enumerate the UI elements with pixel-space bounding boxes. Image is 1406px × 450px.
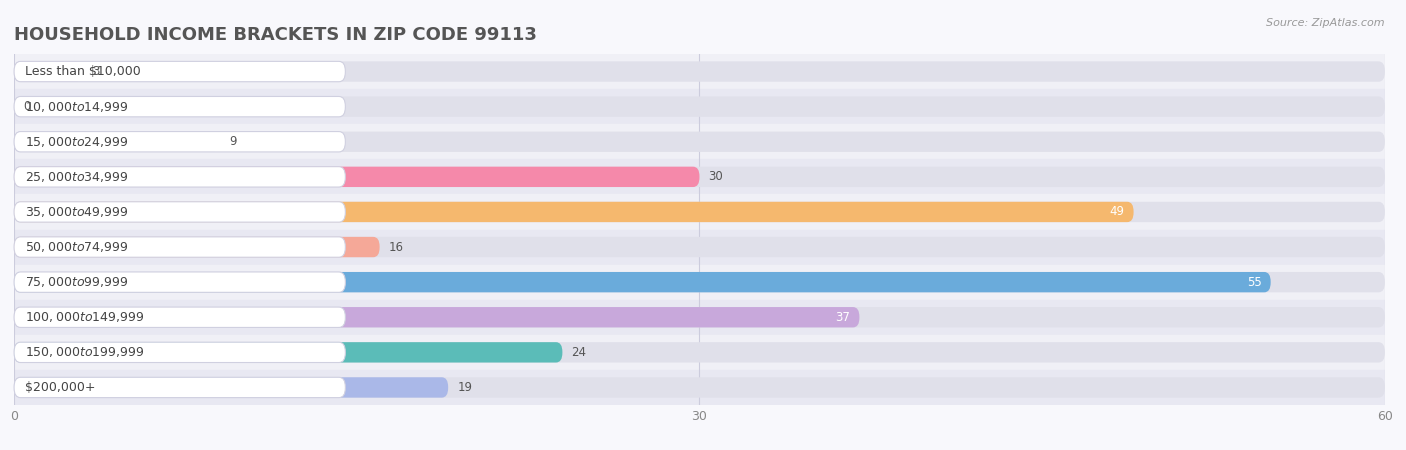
FancyBboxPatch shape bbox=[14, 377, 449, 398]
FancyBboxPatch shape bbox=[14, 377, 1385, 398]
FancyBboxPatch shape bbox=[14, 166, 700, 187]
Text: $10,000 to $14,999: $10,000 to $14,999 bbox=[25, 99, 129, 114]
FancyBboxPatch shape bbox=[14, 272, 1271, 292]
FancyBboxPatch shape bbox=[14, 131, 219, 152]
Bar bbox=[14, 124, 1385, 159]
Text: 24: 24 bbox=[571, 346, 586, 359]
Text: 3: 3 bbox=[91, 65, 98, 78]
FancyBboxPatch shape bbox=[14, 202, 1133, 222]
Bar bbox=[14, 194, 1385, 230]
FancyBboxPatch shape bbox=[14, 307, 1385, 328]
Text: 16: 16 bbox=[388, 241, 404, 253]
Text: $100,000 to $149,999: $100,000 to $149,999 bbox=[25, 310, 145, 324]
Text: $50,000 to $74,999: $50,000 to $74,999 bbox=[25, 240, 129, 254]
Bar bbox=[14, 370, 1385, 405]
FancyBboxPatch shape bbox=[14, 202, 346, 222]
FancyBboxPatch shape bbox=[14, 131, 1385, 152]
Bar bbox=[14, 265, 1385, 300]
Bar bbox=[14, 335, 1385, 370]
FancyBboxPatch shape bbox=[14, 61, 83, 82]
FancyBboxPatch shape bbox=[14, 131, 346, 152]
Text: 19: 19 bbox=[457, 381, 472, 394]
FancyBboxPatch shape bbox=[14, 61, 346, 82]
FancyBboxPatch shape bbox=[14, 237, 380, 257]
FancyBboxPatch shape bbox=[14, 342, 346, 363]
Text: Less than $10,000: Less than $10,000 bbox=[25, 65, 141, 78]
FancyBboxPatch shape bbox=[14, 342, 1385, 363]
Text: 30: 30 bbox=[709, 171, 723, 183]
Text: $15,000 to $24,999: $15,000 to $24,999 bbox=[25, 135, 129, 149]
Text: $150,000 to $199,999: $150,000 to $199,999 bbox=[25, 345, 145, 360]
Bar bbox=[14, 300, 1385, 335]
FancyBboxPatch shape bbox=[14, 237, 1385, 257]
FancyBboxPatch shape bbox=[14, 166, 1385, 187]
FancyBboxPatch shape bbox=[14, 237, 346, 257]
FancyBboxPatch shape bbox=[14, 166, 346, 187]
FancyBboxPatch shape bbox=[14, 377, 346, 398]
Bar bbox=[14, 54, 1385, 89]
Text: 0: 0 bbox=[22, 100, 31, 113]
FancyBboxPatch shape bbox=[14, 202, 1385, 222]
FancyBboxPatch shape bbox=[14, 61, 1385, 82]
FancyBboxPatch shape bbox=[14, 96, 1385, 117]
Bar bbox=[14, 230, 1385, 265]
FancyBboxPatch shape bbox=[14, 307, 859, 328]
Bar bbox=[14, 159, 1385, 194]
FancyBboxPatch shape bbox=[14, 272, 1385, 292]
Text: 49: 49 bbox=[1109, 206, 1125, 218]
FancyBboxPatch shape bbox=[14, 272, 346, 292]
Text: $75,000 to $99,999: $75,000 to $99,999 bbox=[25, 275, 129, 289]
Text: 37: 37 bbox=[835, 311, 851, 324]
FancyBboxPatch shape bbox=[14, 307, 346, 328]
Text: HOUSEHOLD INCOME BRACKETS IN ZIP CODE 99113: HOUSEHOLD INCOME BRACKETS IN ZIP CODE 99… bbox=[14, 26, 537, 44]
Bar bbox=[14, 89, 1385, 124]
Text: $35,000 to $49,999: $35,000 to $49,999 bbox=[25, 205, 129, 219]
Text: 9: 9 bbox=[229, 135, 236, 148]
FancyBboxPatch shape bbox=[14, 342, 562, 363]
Text: $25,000 to $34,999: $25,000 to $34,999 bbox=[25, 170, 129, 184]
FancyBboxPatch shape bbox=[14, 96, 346, 117]
Text: 55: 55 bbox=[1247, 276, 1261, 288]
Text: Source: ZipAtlas.com: Source: ZipAtlas.com bbox=[1267, 18, 1385, 28]
Text: $200,000+: $200,000+ bbox=[25, 381, 96, 394]
